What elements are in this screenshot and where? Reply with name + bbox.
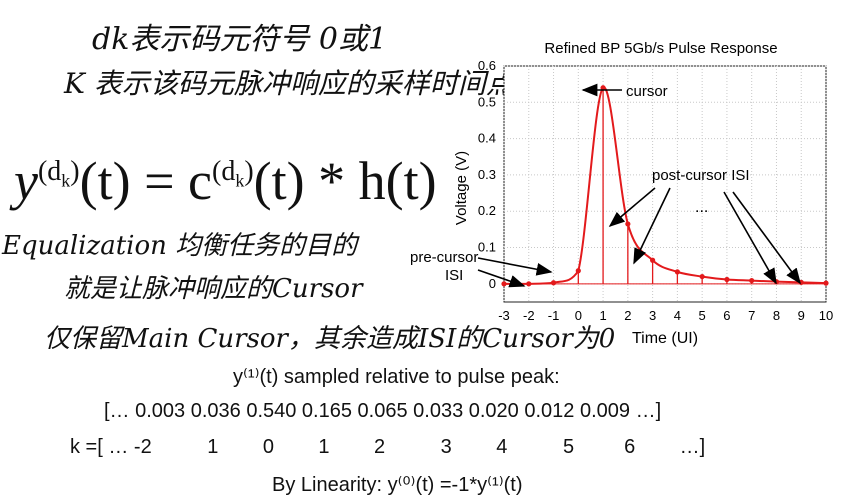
x-tick-label: 9 — [798, 308, 805, 323]
note-cursor-only: 就是让脉冲响应的Cursor — [64, 274, 363, 304]
convolution-equation: y(dk)(t) = c(dk)(t) * h(t) — [14, 151, 437, 211]
plot-area — [503, 65, 827, 303]
x-tick-label: 8 — [773, 308, 780, 323]
x-tick-label: 2 — [624, 308, 631, 323]
sample-point — [699, 273, 705, 280]
annotation-arrow — [732, 191, 801, 285]
sample-point — [650, 257, 656, 263]
annotation-pre-cursor: pre-cursor — [410, 249, 478, 266]
sample-point — [674, 269, 680, 275]
sample-point — [773, 279, 780, 285]
y-tick-label: 0.2 — [478, 203, 496, 218]
annotation-cursor: cursor — [626, 83, 668, 100]
x-tick-label: 3 — [649, 308, 656, 323]
x-tick-label: 10 — [819, 308, 833, 323]
note-equalization-goal: Equalization 均衡任务的目的 — [2, 231, 358, 261]
pulse-curve — [504, 86, 827, 285]
annotation-ellipsis: ... — [695, 199, 708, 216]
note-dk-symbol: dk表示码元符号 0或1 — [92, 22, 388, 57]
y-tick-label: 0.1 — [478, 240, 496, 255]
sample-point — [501, 281, 507, 287]
sample-point — [550, 280, 557, 286]
x-tick-label: 7 — [748, 308, 755, 323]
y-tick-label: 0.3 — [478, 167, 496, 182]
annotation-arrow — [477, 257, 553, 276]
annotation-post-cursor: post-cursor ISI — [652, 167, 750, 184]
annotation-arrow — [633, 187, 671, 265]
sample-point — [600, 85, 606, 91]
annotation-arrow — [608, 187, 656, 228]
x-tick-label: 6 — [723, 308, 730, 323]
sample-point — [823, 280, 829, 286]
note-main-cursor: 仅保留Main Cursor，其余造成ISI的Cursor为0 — [44, 324, 616, 354]
sample-point — [625, 221, 631, 227]
annotation-arrow — [477, 269, 526, 288]
chart-title: Refined BP 5Gb/s Pulse Response — [544, 40, 777, 57]
x-tick-label: 4 — [674, 308, 681, 323]
sample-point — [526, 281, 532, 287]
y-tick-label: 0 — [489, 276, 496, 291]
note-k-sample-time: K 表示该码元脉冲响应的采样时间点 — [64, 67, 514, 100]
caption-values-row: [… 0.003 0.036 0.540 0.165 0.065 0.033 0… — [104, 400, 662, 422]
caption-linearity: By Linearity: y⁽⁰⁾(t) =-1*y⁽¹⁾(t) — [272, 474, 523, 496]
caption-sampled: y⁽¹⁾(t) sampled relative to pulse peak: — [233, 366, 560, 388]
y-tick-label: 0.4 — [478, 131, 496, 146]
y-axis-label: Voltage (V) — [453, 151, 470, 225]
sample-point — [749, 277, 755, 284]
sample-point — [575, 268, 581, 274]
sample-point — [724, 276, 730, 283]
x-tick-label: 5 — [699, 308, 706, 323]
annotation-isi: ISI — [445, 267, 463, 284]
sample-point — [798, 279, 804, 285]
annotation-arrow — [723, 191, 777, 285]
caption-k-row: k =[ … -2 1 0 1 2 3 4 5 6 …] — [70, 436, 706, 458]
x-axis-label: Time (UI) — [632, 330, 698, 347]
